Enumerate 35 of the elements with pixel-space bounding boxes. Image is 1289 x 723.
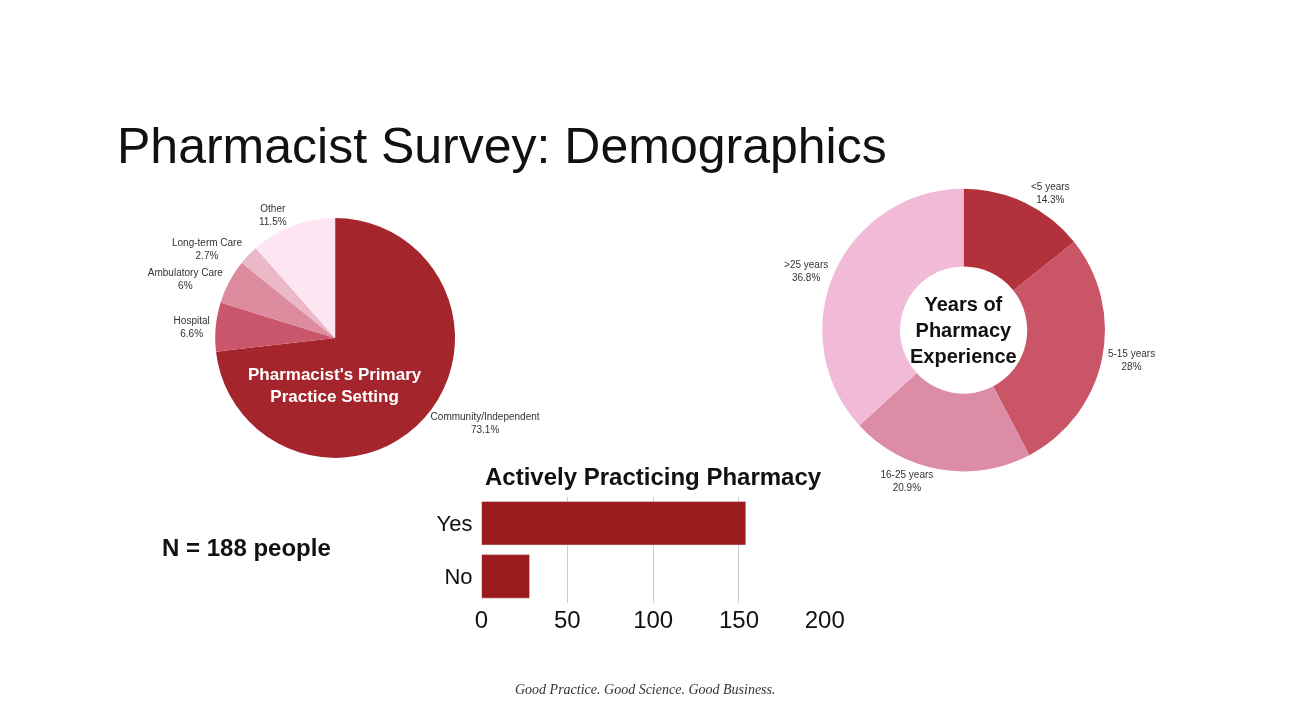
data-label: 28% [1121, 360, 1142, 372]
slice-label: <5 years [1030, 180, 1070, 192]
data-label: 2.7% [195, 250, 219, 262]
chart-title: Actively Practicing Pharmacy [485, 463, 822, 490]
slice-label: 16-25 years [880, 468, 934, 480]
slice-label: 5-15 years [1107, 347, 1156, 359]
x-tick-label: 200 [804, 605, 845, 633]
text: Pharmacist Survey: Demographics [117, 118, 887, 174]
slice-label: Long-term Care [171, 237, 243, 249]
slice-label: Community/Independent [430, 411, 540, 423]
donut-slice [859, 373, 1030, 472]
data-label: 14.3% [1036, 193, 1065, 205]
text: Good Practice. Good Science. Good Business. [515, 682, 776, 697]
y-tick-label: Yes [436, 510, 473, 536]
data-label: 36.8% [791, 272, 821, 284]
pie-slice [255, 218, 336, 338]
slice-label: Ambulatory Care [147, 267, 224, 279]
text: Years of Pharmacy Experience [910, 293, 1017, 367]
data-label: 20.9% [892, 481, 922, 493]
data-label: 6% [178, 280, 193, 292]
data-label: 73.1% [470, 424, 500, 436]
slice-label: >25 years [784, 259, 829, 271]
pie-slice [215, 302, 336, 352]
text: Pharmacist's Primary Practice Setting [248, 365, 422, 407]
x-tick-label: 50 [553, 605, 581, 633]
pie-slice [241, 248, 336, 338]
slice-label: Other [260, 203, 286, 215]
x-tick-label: 150 [718, 605, 759, 633]
slice-label: Hospital [173, 314, 210, 326]
data-label: 6.6% [180, 327, 204, 339]
y-tick-label: No [444, 564, 473, 590]
x-tick-label: 0 [474, 605, 489, 633]
x-tick-label: 100 [633, 605, 674, 633]
text: N = 188 people [162, 534, 331, 561]
data-label: 11.5% [258, 216, 287, 228]
